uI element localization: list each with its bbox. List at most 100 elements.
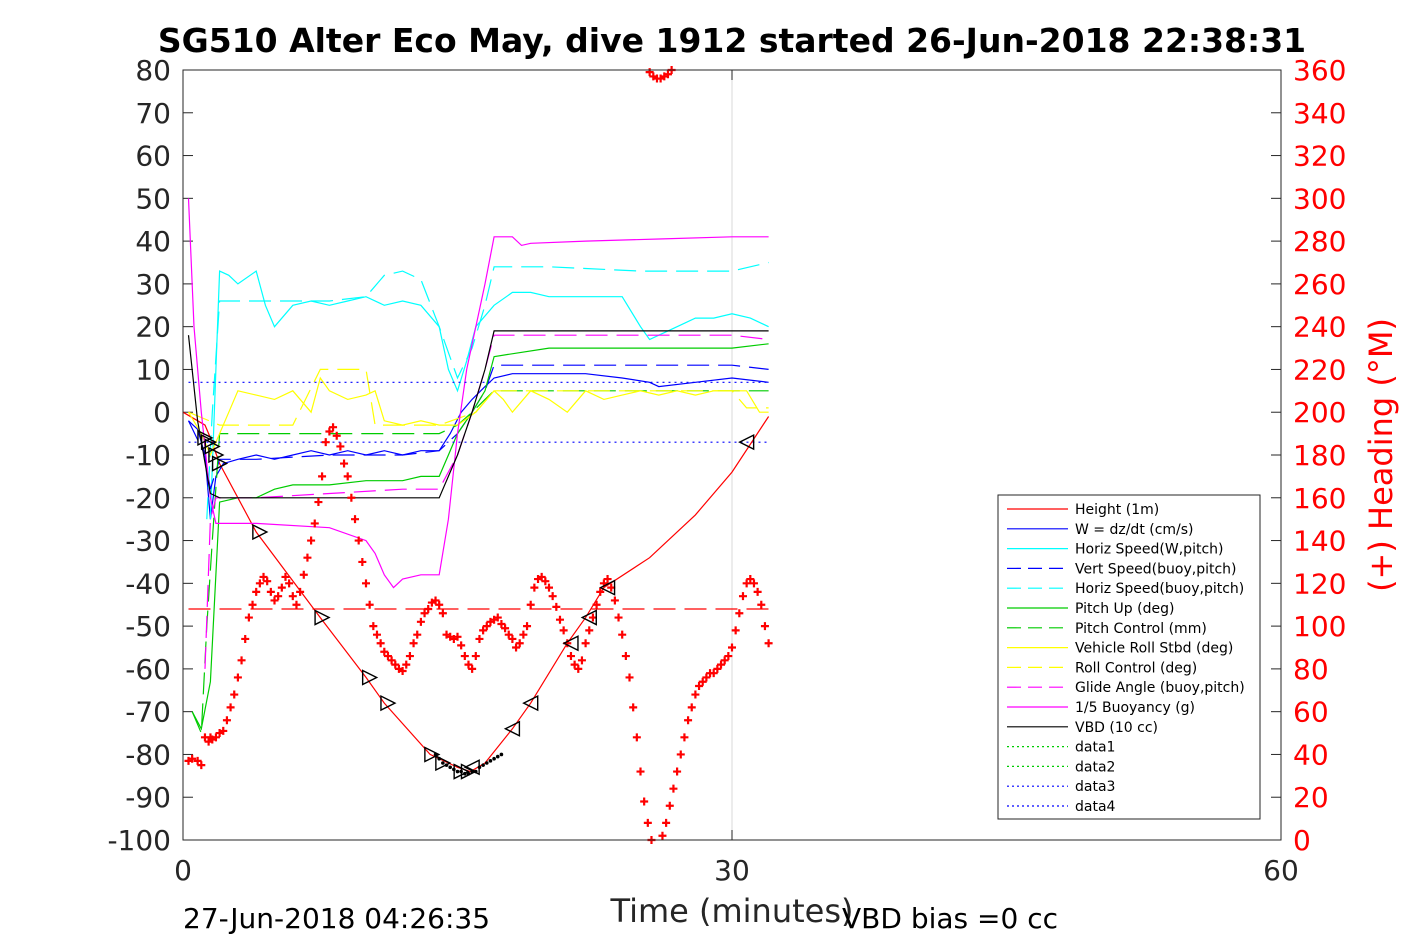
heading-point bbox=[746, 575, 755, 584]
left-tick-label: -60 bbox=[125, 653, 171, 686]
heading-point bbox=[277, 583, 286, 592]
left-tick-label: 30 bbox=[135, 268, 171, 301]
legend-label-7: Vehicle Roll Stbd (deg) bbox=[1075, 641, 1233, 657]
heading-point bbox=[402, 660, 411, 669]
heading-point bbox=[632, 733, 641, 742]
x-axis-ticks: 0 30 60 bbox=[174, 70, 1299, 887]
right-tick-label: 40 bbox=[1293, 738, 1329, 771]
heading-point bbox=[376, 639, 385, 648]
legend-label-2: Horiz Speed(W,pitch) bbox=[1075, 542, 1223, 558]
heading-point bbox=[193, 756, 202, 765]
heading-point bbox=[226, 703, 235, 712]
heading-point bbox=[299, 570, 308, 579]
legend-label-3: Vert Speed(buoy,pitch) bbox=[1075, 561, 1237, 577]
heading-point bbox=[314, 498, 323, 507]
depth-dot bbox=[481, 763, 485, 767]
heading-point bbox=[724, 652, 733, 661]
depth-dot bbox=[488, 759, 493, 763]
heading-point bbox=[347, 493, 356, 502]
heading-point bbox=[614, 613, 623, 622]
heading-point bbox=[237, 656, 246, 665]
triangle-marker-descent bbox=[424, 746, 441, 763]
heading-point bbox=[413, 630, 422, 639]
left-tick-label: 40 bbox=[135, 225, 171, 258]
heading-point bbox=[340, 459, 349, 468]
legend-label-1: W = dz/dt (cm/s) bbox=[1075, 522, 1194, 538]
heading-point bbox=[383, 652, 392, 661]
triangle-marker-ascent bbox=[562, 635, 579, 652]
series-line-7 bbox=[187, 376, 769, 457]
right-axis-ticks: 3603403203002802602402202001801601401201… bbox=[1271, 54, 1346, 857]
left-tick-label: -30 bbox=[125, 525, 171, 558]
heading-point bbox=[713, 664, 722, 673]
heading-point bbox=[438, 609, 447, 618]
legend-label-10: 1/5 Buoyancy (g) bbox=[1075, 700, 1195, 716]
heading-point bbox=[512, 643, 521, 652]
series-line-5 bbox=[191, 343, 769, 731]
heading-point bbox=[457, 641, 466, 650]
heading-point bbox=[640, 797, 649, 806]
triangle-marker-descent bbox=[361, 669, 379, 686]
heading-point bbox=[515, 639, 524, 648]
heading-point bbox=[188, 754, 197, 763]
right-tick-label: 340 bbox=[1293, 97, 1346, 130]
heading-point bbox=[358, 557, 367, 566]
heading-point bbox=[508, 634, 517, 643]
left-tick-label: 80 bbox=[135, 54, 171, 87]
series-line-8 bbox=[188, 368, 769, 426]
right-tick-label: 160 bbox=[1293, 482, 1346, 515]
x-tick-label: 0 bbox=[174, 854, 192, 887]
heading-point bbox=[687, 703, 696, 712]
heading-point bbox=[643, 818, 652, 827]
heading-point bbox=[559, 626, 568, 635]
right-tick-label: 0 bbox=[1293, 824, 1311, 857]
heading-point bbox=[248, 600, 257, 609]
heading-point bbox=[753, 587, 762, 596]
heading-point bbox=[222, 716, 231, 725]
right-tick-label: 320 bbox=[1293, 140, 1346, 173]
right-tick-label: 20 bbox=[1293, 781, 1329, 814]
heading-point bbox=[566, 652, 575, 661]
right-axis-label: (+) Heading (°M) bbox=[1362, 318, 1400, 592]
heading-point bbox=[501, 624, 510, 633]
heading-point bbox=[742, 579, 751, 588]
heading-point bbox=[321, 438, 330, 447]
right-tick-label: 140 bbox=[1293, 525, 1346, 558]
heading-point bbox=[669, 784, 678, 793]
right-tick-label: 180 bbox=[1293, 439, 1346, 472]
heading-point bbox=[702, 673, 711, 682]
heading-point bbox=[391, 660, 400, 669]
heading-point bbox=[424, 605, 433, 613]
series-layer bbox=[182, 198, 770, 773]
heading-point bbox=[354, 536, 363, 545]
heading-point bbox=[241, 634, 250, 643]
right-tick-label: 260 bbox=[1293, 268, 1346, 301]
heading-point bbox=[288, 592, 297, 601]
triangle-marker-ascent bbox=[598, 579, 616, 596]
triangle-marker-descent bbox=[252, 523, 269, 541]
triangle-marker-descent bbox=[211, 455, 229, 472]
heading-point bbox=[479, 626, 488, 635]
legend-label-15: data4 bbox=[1075, 799, 1116, 815]
heading-point bbox=[303, 553, 312, 562]
heading-point bbox=[610, 596, 619, 605]
heading-point bbox=[475, 634, 484, 643]
heading-point bbox=[552, 602, 561, 611]
heading-point bbox=[592, 600, 601, 609]
heading-point bbox=[728, 643, 736, 652]
heading-point bbox=[387, 656, 396, 665]
legend-label-11: VBD (10 cc) bbox=[1075, 720, 1158, 736]
right-tick-label: 200 bbox=[1293, 396, 1346, 429]
series-line-3 bbox=[187, 364, 769, 490]
heading-point bbox=[738, 592, 747, 601]
left-tick-label: 50 bbox=[135, 182, 171, 215]
heading-point bbox=[197, 761, 206, 770]
heading-point bbox=[211, 733, 220, 742]
heading-point bbox=[625, 673, 634, 682]
right-tick-label: 100 bbox=[1293, 610, 1346, 643]
heading-point bbox=[497, 619, 506, 628]
heading-point bbox=[555, 615, 564, 624]
left-axis-ticks: 80 70 60 50 40 30 20 10 0 -10 -20 -30 -40 -50 -60 -70 -8… bbox=[107, 54, 193, 857]
right-tick-label: 280 bbox=[1293, 225, 1346, 258]
